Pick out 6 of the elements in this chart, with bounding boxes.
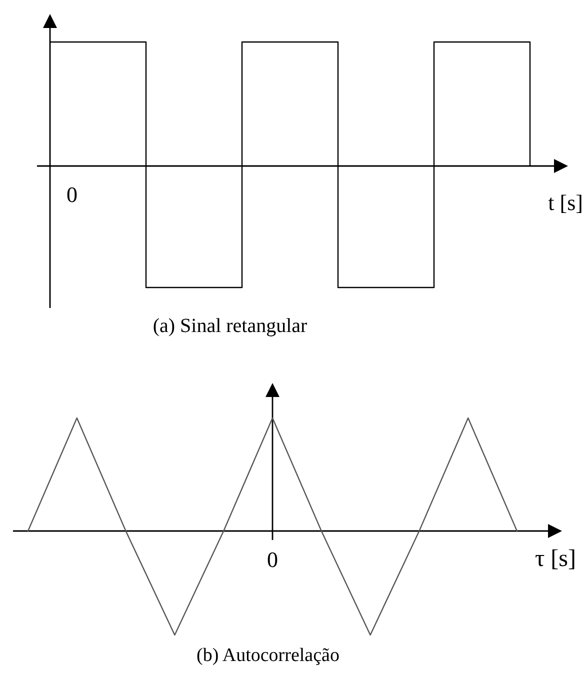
text: (b) Autocorrelação	[196, 645, 340, 666]
text: (a) Sinal retangular	[152, 315, 308, 337]
x-axis-title: τ [s]	[535, 546, 576, 572]
annotation: 0	[267, 547, 278, 572]
annotation: 0	[66, 182, 78, 207]
x-axis-title: t [s]	[548, 190, 583, 215]
